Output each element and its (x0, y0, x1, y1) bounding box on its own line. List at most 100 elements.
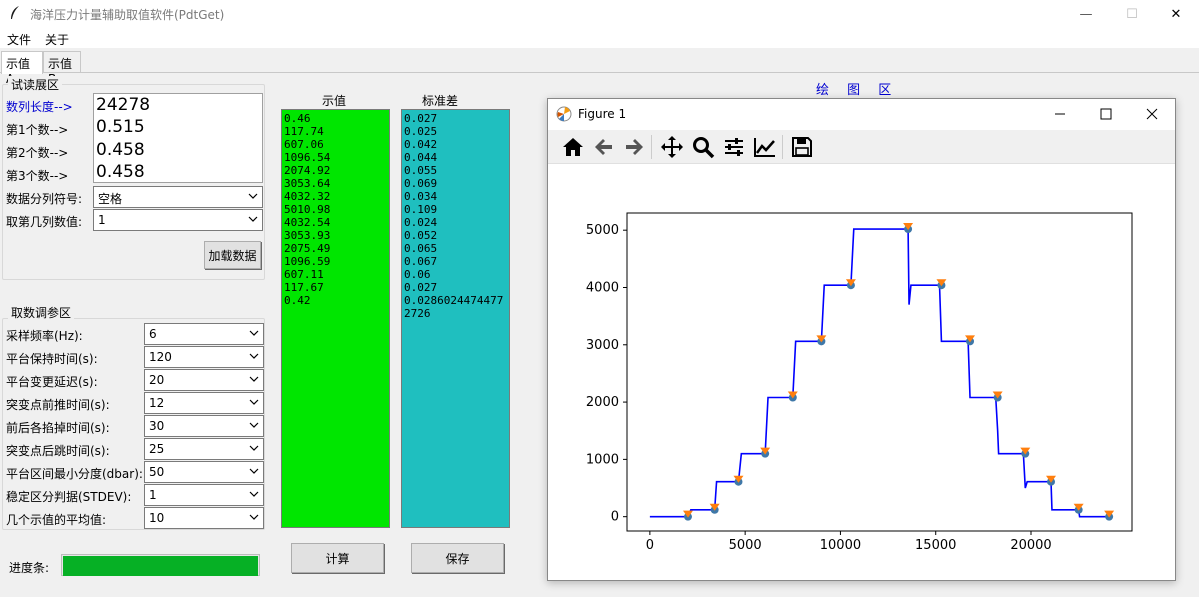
data-point-triangle (787, 391, 798, 399)
list-item[interactable]: 607.06 (284, 138, 324, 151)
list-item[interactable]: 0.42 (284, 294, 311, 307)
data-point-triangle (816, 335, 827, 343)
back-icon[interactable] (592, 135, 616, 159)
data-point-triangle (965, 335, 976, 343)
param-label: 平台变更延迟(s): (6, 375, 98, 389)
separator-label: 数据分列符号: (6, 192, 83, 206)
chevron-down-icon (249, 376, 259, 382)
data-point-triangle (709, 503, 720, 511)
minimize-button[interactable]: — (1079, 6, 1093, 22)
figure-minimize-icon[interactable] (1054, 108, 1066, 120)
list-item[interactable]: 1096.54 (284, 151, 331, 164)
close-button[interactable]: ✕ (1170, 6, 1182, 22)
param-value: 1 (149, 488, 157, 502)
forward-icon[interactable] (622, 135, 646, 159)
params-group-label: 取数调参区 (8, 304, 75, 321)
load-data-button[interactable]: 加载数据 (204, 241, 261, 269)
x-tick-label: 20000 (1010, 538, 1051, 553)
home-icon[interactable] (561, 135, 585, 159)
data-point-triangle (845, 279, 856, 287)
list-item[interactable]: 0.042 (404, 138, 438, 151)
trial-group-label: 试读展区 (8, 76, 63, 93)
data-point-triangle (682, 510, 693, 518)
list-item[interactable]: 0.027 (404, 281, 438, 294)
data-point-triangle (1073, 503, 1084, 511)
param-combo[interactable]: 1 (144, 484, 264, 506)
third-label: 第3个数--> (6, 169, 69, 183)
list-item[interactable]: 0.025 (404, 125, 438, 138)
tab-value-a[interactable]: 示值A (1, 51, 43, 86)
values-listbox[interactable]: 0.46 117.74 607.06 1096.54 2074.92 3053.64 403… (281, 109, 390, 528)
list-item[interactable]: 607.11 (284, 268, 324, 281)
list-item[interactable]: 0.069 (404, 177, 438, 190)
pan-icon[interactable] (660, 135, 684, 159)
list-item[interactable]: 0.067 (404, 255, 438, 268)
list-item[interactable]: 1096.59 (284, 255, 331, 268)
values-header: 示值 (322, 94, 347, 108)
param-label: 突变点前推时间(s): (6, 398, 110, 412)
list-item[interactable]: 117.74 (284, 125, 324, 138)
data-point-triangle (1046, 475, 1057, 483)
list-item[interactable]: 2075.49 (284, 242, 331, 255)
param-value: 50 (149, 465, 165, 479)
list-item[interactable]: 0.044 (404, 151, 438, 164)
figure-window: Figure 1 0 5000 10000 15000 20000 0 1000 2000 30… (547, 98, 1176, 581)
y-tick-label: 2000 (586, 395, 619, 410)
list-item[interactable]: 0.0286024474477 (404, 294, 504, 307)
save-icon[interactable] (790, 135, 814, 159)
param-combo[interactable]: 20 (144, 369, 264, 391)
menu-about[interactable]: 关于 (45, 33, 70, 47)
param-combo[interactable]: 120 (144, 346, 264, 368)
list-item[interactable]: 117.67 (284, 281, 324, 294)
calculate-button[interactable]: 计算 (291, 543, 384, 573)
list-item[interactable]: 0.034 (404, 190, 438, 203)
figure-close-icon[interactable] (1146, 108, 1158, 120)
std-header: 标准差 (422, 94, 459, 108)
list-item[interactable]: 0.065 (404, 242, 438, 255)
tab-value-b[interactable]: 示值B (43, 51, 81, 86)
list-item[interactable]: 0.46 (284, 112, 311, 125)
column-label: 取第几列数值: (6, 215, 83, 229)
chevron-down-icon (249, 399, 259, 405)
y-tick-label: 0 (611, 510, 619, 525)
second-value: 0.458 (96, 140, 145, 160)
param-combo[interactable]: 6 (144, 323, 264, 345)
param-combo[interactable]: 12 (144, 392, 264, 414)
separator-combo[interactable]: 空格 (93, 186, 263, 208)
menu-file[interactable]: 文件 (7, 33, 32, 47)
maximize-button[interactable]: ☐ (1126, 6, 1138, 22)
list-item[interactable]: 0.055 (404, 164, 438, 177)
figure-titlebar: Figure 1 (548, 99, 1175, 130)
list-item[interactable]: 4032.32 (284, 190, 331, 203)
list-item[interactable]: 2074.92 (284, 164, 331, 177)
zoom-icon[interactable] (691, 135, 715, 159)
param-label: 突变点后跳时间(s): (6, 444, 110, 458)
list-item[interactable]: 0.06 (404, 268, 431, 281)
edit-axis-icon[interactable] (753, 135, 777, 159)
list-item[interactable]: 3053.93 (284, 229, 331, 242)
std-listbox[interactable]: 0.027 0.025 0.042 0.044 0.055 0.069 0.034 0.109… (401, 109, 510, 528)
list-item[interactable]: 0.109 (404, 203, 438, 216)
plot-frame (626, 212, 1133, 532)
param-combo[interactable]: 25 (144, 438, 264, 460)
list-item[interactable]: 0.027 (404, 112, 438, 125)
param-combo[interactable]: 10 (144, 507, 264, 529)
list-item[interactable]: 2726 (404, 307, 431, 320)
chevron-down-icon (249, 514, 259, 520)
list-item[interactable]: 0.052 (404, 229, 438, 242)
figure-maximize-icon[interactable] (1100, 108, 1112, 120)
list-item[interactable]: 5010.98 (284, 203, 331, 216)
column-combo[interactable]: 1 (93, 209, 263, 231)
configure-icon[interactable] (722, 135, 746, 159)
y-tick-label: 4000 (586, 280, 619, 295)
param-label: 几个示值的平均值: (6, 513, 107, 527)
data-point-triangle (1020, 447, 1031, 455)
list-item[interactable]: 3053.64 (284, 177, 331, 190)
list-item[interactable]: 0.024 (404, 216, 438, 229)
param-label: 平台区间最小分度(dbar): (6, 467, 143, 481)
feather-icon (11, 6, 19, 19)
save-button[interactable]: 保存 (411, 543, 504, 573)
list-item[interactable]: 4032.54 (284, 216, 331, 229)
param-combo[interactable]: 50 (144, 461, 264, 483)
param-combo[interactable]: 30 (144, 415, 264, 437)
